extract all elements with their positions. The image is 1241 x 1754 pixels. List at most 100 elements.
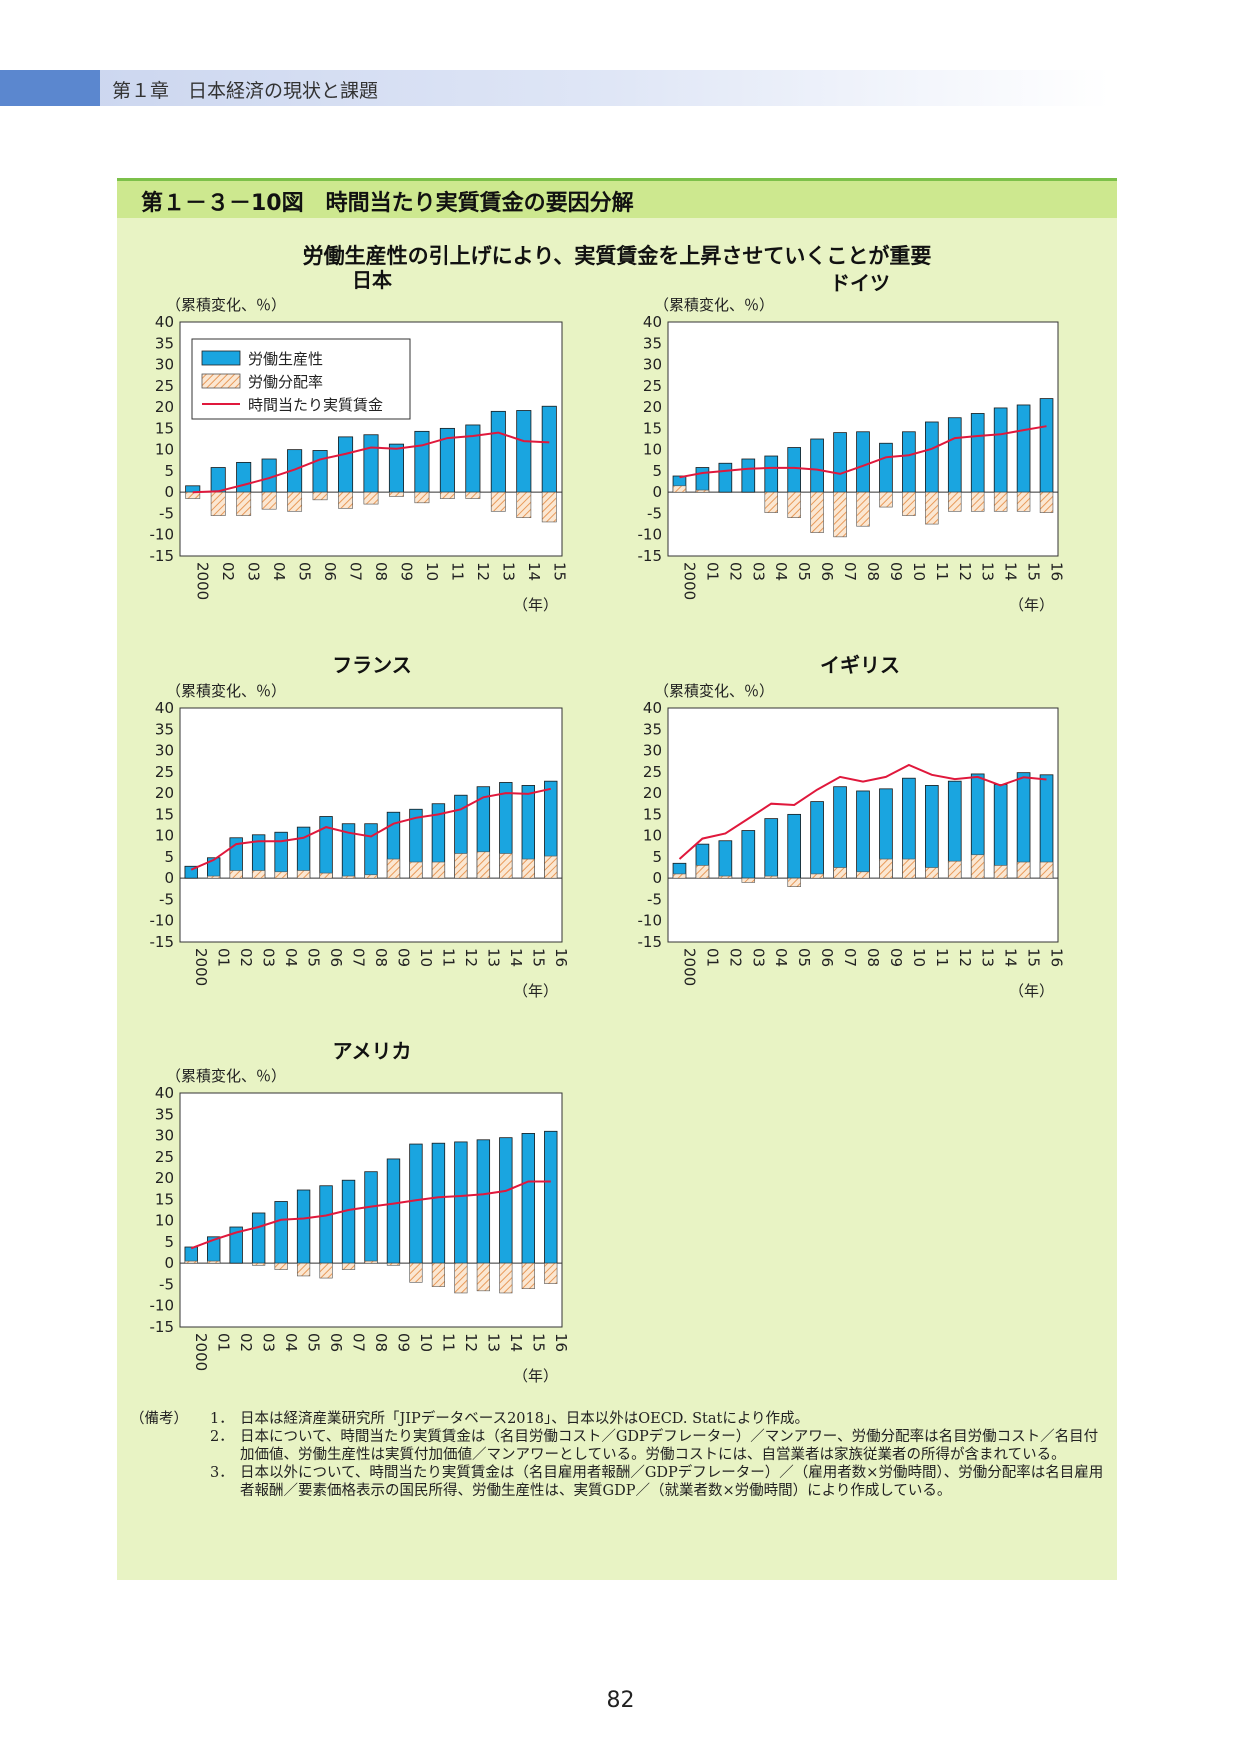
chart-title: イギリス — [820, 653, 900, 677]
x-tick-label: 07 — [350, 1333, 368, 1352]
x-tick-label: 05 — [305, 1333, 323, 1352]
x-tick-label: 08 — [372, 562, 390, 581]
bar-distribution — [516, 491, 532, 519]
x-tick-label: 14 — [507, 948, 525, 967]
x-tick-label: 10 — [417, 1333, 435, 1352]
bar-distribution — [1039, 861, 1054, 879]
figure-title-bar: 第１－３－10図 時間当たり実質賃金の要因分解 — [117, 178, 1117, 218]
x-tick-label: 08 — [864, 562, 882, 581]
bar-distribution — [296, 1262, 311, 1277]
x-tick-label: 10 — [910, 948, 928, 967]
x-tick-label: 05 — [795, 948, 813, 967]
note-number: 2． — [210, 1429, 234, 1445]
x-tick-label: 06 — [327, 948, 345, 967]
chart-4: アメリカ （累積変化、％）40 35 30 25 20 15 10 5 0 -5 -10 -15 2000… — [150, 1039, 570, 1385]
note-text: 日本は経済産業研究所「JIPデータベース2018」、日本以外はOECD. Sta… — [240, 1411, 810, 1427]
bar-distribution — [925, 867, 939, 879]
line-wage — [679, 425, 1047, 479]
y-tick-label: 35 — [155, 720, 174, 738]
legend-swatch-productivity — [201, 350, 241, 366]
y-tick-label: 0 — [652, 483, 662, 501]
y-tick-label: 5 — [652, 848, 662, 866]
x-tick-label: 11 — [439, 948, 457, 967]
x-tick-label: 09 — [887, 948, 905, 967]
bar-productivity — [833, 432, 847, 493]
chapter-header-accent — [0, 70, 100, 106]
x-tick-label: 04 — [282, 948, 300, 967]
bar-distribution — [439, 491, 455, 499]
x-tick-label: 06 — [818, 948, 836, 967]
page-number: 82 — [606, 1688, 635, 1713]
bar-distribution — [970, 854, 985, 879]
x-tick-label: 16 — [552, 948, 570, 967]
y-tick-label: 10 — [155, 827, 174, 845]
bar-distribution — [363, 491, 379, 505]
bar-productivity — [363, 434, 379, 493]
bar-distribution — [312, 491, 328, 501]
y-tick-label: 30 — [155, 742, 174, 760]
bar-productivity — [338, 436, 354, 493]
bar-distribution — [879, 491, 893, 508]
x-tick-label: 03 — [260, 1333, 278, 1352]
x-tick-label: 07 — [841, 948, 859, 967]
x-tick-label: 15 — [529, 948, 547, 967]
y-axis-label: （累積変化、％） — [166, 296, 286, 314]
x-tick-label: 06 — [327, 1333, 345, 1352]
bar-distribution — [252, 1262, 266, 1266]
figure-title: 第１－３－10図 時間当たり実質賃金の要因分解 — [141, 191, 634, 216]
x-tick-label: 06 — [818, 562, 836, 581]
bar-distribution — [925, 491, 939, 525]
bar-distribution — [319, 872, 333, 879]
bar-distribution — [993, 865, 1008, 879]
x-tick-label: 16 — [1048, 948, 1066, 967]
x-tick-label: 09 — [887, 562, 905, 581]
bar-distribution — [207, 875, 221, 879]
bar-distribution — [695, 489, 710, 493]
bar-productivity — [388, 443, 404, 493]
bar-productivity — [319, 816, 333, 879]
bar-distribution — [454, 1262, 468, 1294]
x-axis-label: （年） — [513, 596, 558, 614]
bar-distribution — [718, 875, 733, 879]
y-axis-label: （累積変化、％） — [654, 682, 774, 700]
legend-label-wage: 時間当たり実質賃金 — [248, 396, 383, 414]
x-tick-label: 03 — [749, 562, 767, 581]
x-tick-label: 15 — [1025, 562, 1043, 581]
chapter-header: 第１章 日本経済の現状と課題 — [0, 70, 1110, 106]
note-1: （備考） 1． 日本は経済産業研究所「JIPデータベース2018」、日本以外はO… — [130, 1410, 1110, 1428]
y-tick-label: -10 — [150, 1297, 175, 1315]
y-axis-label: （累積変化、％） — [654, 296, 774, 314]
bar-distribution — [414, 491, 430, 504]
x-tick-label: 11 — [439, 1333, 457, 1352]
x-tick-label: 10 — [910, 562, 928, 581]
bar-productivity — [764, 818, 779, 879]
y-tick-label: -10 — [150, 526, 175, 544]
bar-productivity — [810, 801, 824, 879]
x-axis-label: （年） — [513, 1367, 558, 1385]
y-tick-label: 15 — [643, 419, 662, 437]
chart-title: アメリカ — [333, 1039, 412, 1063]
y-tick-label: 25 — [643, 377, 662, 395]
x-tick-label: 13 — [484, 1333, 502, 1352]
x-tick-label: 14 — [525, 562, 543, 581]
chart-3: イギリス （累積変化、％）40 35 30 25 20 15 10 5 0 -5 -10 -15 2000… — [638, 653, 1066, 1000]
y-tick-label: 20 — [643, 784, 662, 802]
y-tick-label: 30 — [155, 1127, 174, 1145]
line-wage — [678, 763, 1047, 860]
bar-distribution — [695, 865, 710, 879]
bar-distribution — [1016, 861, 1031, 879]
y-tick-label: -10 — [638, 912, 663, 930]
bar-distribution — [672, 873, 687, 879]
bar-distribution — [341, 875, 356, 879]
bar-distribution — [409, 1262, 423, 1283]
y-tick-label: 40 — [643, 313, 662, 331]
x-tick-label: 2000 — [192, 1333, 210, 1371]
bar-distribution — [787, 877, 801, 887]
x-tick-label: 05 — [296, 562, 314, 581]
y-tick-label: -10 — [638, 526, 663, 544]
x-tick-label: 04 — [270, 562, 288, 581]
bar-productivity — [856, 790, 870, 879]
y-tick-label: 30 — [643, 356, 662, 374]
y-tick-label: 40 — [155, 313, 174, 331]
